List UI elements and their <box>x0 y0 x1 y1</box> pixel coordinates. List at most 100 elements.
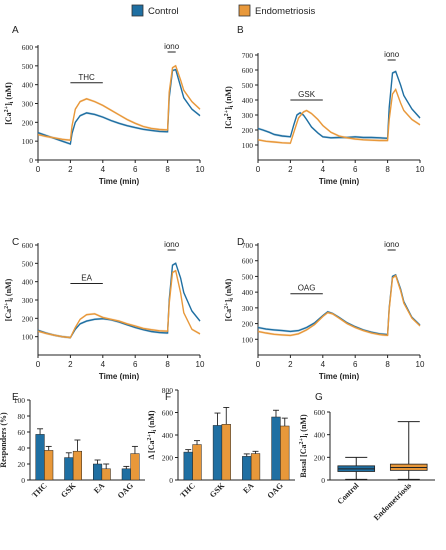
y-tick-label: 20 <box>18 460 26 469</box>
x-tick-label: 8 <box>165 165 170 174</box>
series-error-band-control <box>38 68 200 146</box>
x-tick-label: 2 <box>288 360 293 369</box>
series-line-endometriosis <box>257 88 421 144</box>
x-tick-label: OAG <box>266 481 285 500</box>
series-line-control <box>257 273 421 336</box>
y-axis-label: [Ca2+]i (nM) <box>4 82 15 125</box>
bar-endometriosis <box>101 468 111 481</box>
y-tick-label: 100 <box>22 333 34 342</box>
bar-control <box>242 456 252 481</box>
legend-swatch-control <box>131 4 144 17</box>
legend-label-control: Control <box>148 6 179 17</box>
y-tick-label: 0 <box>29 156 33 165</box>
x-tick-label: 10 <box>196 165 205 174</box>
x-tick-label: 6 <box>133 165 138 174</box>
bar-control <box>121 468 131 481</box>
y-tick-label: 500 <box>22 259 34 268</box>
series-line-control <box>37 68 201 145</box>
y-tick-label: 400 <box>162 431 174 440</box>
y-tick-label: 200 <box>314 453 326 462</box>
bar-endometriosis <box>221 424 231 481</box>
series-line-endometriosis <box>37 269 201 339</box>
bar-control <box>271 416 281 481</box>
series-line-endometriosis <box>37 64 201 141</box>
legend: Control Endometriosis <box>131 4 315 17</box>
chart-panel-f: F 0 200 400 600 800 Δ [Ca2+]i (nM) THC GSK EA OAG <box>147 386 295 500</box>
x-tick-label: Control <box>336 481 362 507</box>
iono-label: iono <box>384 50 400 59</box>
x-tick-label: Endometriosis <box>372 481 413 522</box>
y-tick-label: 60 <box>18 428 26 437</box>
x-tick-label: 8 <box>385 360 390 369</box>
x-tick-label: 0 <box>256 360 261 369</box>
x-tick-label: 2 <box>68 165 73 174</box>
bar-control <box>35 434 45 481</box>
panel-letter: F <box>165 392 171 403</box>
y-tick-label: 500 <box>242 81 254 90</box>
y-tick-label: 300 <box>22 100 34 109</box>
x-tick-label: 4 <box>321 360 326 369</box>
legend-swatch-endometriosis <box>238 4 251 17</box>
panel-letter: B <box>237 25 244 36</box>
y-tick-label: 100 <box>242 335 254 344</box>
x-tick-label: GSK <box>59 481 78 500</box>
bar-endometriosis <box>280 425 290 481</box>
x-tick-label: 4 <box>321 165 326 174</box>
x-tick-label: 2 <box>68 360 73 369</box>
y-tick-label: 100 <box>242 141 254 150</box>
y-tick-label: 400 <box>22 278 34 287</box>
x-tick-label: 8 <box>385 165 390 174</box>
x-tick-label: EA <box>241 481 255 495</box>
y-axis-label: [Ca2+]i (nM) <box>224 278 235 321</box>
y-tick-label: 600 <box>22 43 34 52</box>
bar-control <box>93 463 103 481</box>
y-tick-label: 600 <box>242 66 254 75</box>
iono-label: iono <box>384 240 400 249</box>
series-error-band-endometriosis <box>38 64 200 142</box>
y-tick-label: 200 <box>22 314 34 323</box>
y-axis-label: Basal [Ca2+]i (nM) <box>299 414 310 478</box>
x-tick-label: 0 <box>256 165 261 174</box>
bar-endometriosis <box>72 450 82 481</box>
y-tick-label: 300 <box>22 296 34 305</box>
x-tick-label: 4 <box>101 360 106 369</box>
y-tick-label: 600 <box>314 408 326 417</box>
stimulus-label: GSK <box>298 90 316 99</box>
chart-panel-e: E 0 20 40 60 80 100 Responders (%) THC GSK EA OAG <box>0 392 145 500</box>
panel-letter: C <box>12 237 19 248</box>
y-tick-label: 400 <box>242 288 254 297</box>
x-tick-label: EA <box>92 481 106 495</box>
bar-endometriosis <box>130 453 140 481</box>
x-tick-label: 0 <box>36 165 41 174</box>
series-line-control <box>257 70 421 140</box>
x-axis-label: Time (min) <box>319 372 360 381</box>
x-tick-label: THC <box>178 481 197 500</box>
y-tick-label: 100 <box>14 396 26 405</box>
y-axis-label: Responders (%) <box>0 412 8 468</box>
y-tick-label: 500 <box>22 62 34 71</box>
y-axis-label: [Ca2+]i (nM) <box>4 278 15 321</box>
series-error-band-control <box>258 70 420 140</box>
x-axis-label: Time (min) <box>319 177 360 186</box>
y-tick-label: 300 <box>242 111 254 120</box>
y-tick-label: 400 <box>242 96 254 105</box>
y-tick-label: 400 <box>22 81 34 90</box>
bar-endometriosis <box>250 453 261 481</box>
y-tick-label: 200 <box>242 126 254 135</box>
bar-control <box>183 451 193 481</box>
bar-endometriosis <box>44 450 54 481</box>
stimulus-label: OAG <box>298 284 316 293</box>
y-tick-label: 0 <box>169 476 173 485</box>
series-line-control <box>37 262 201 339</box>
x-tick-label: 2 <box>288 165 293 174</box>
y-axis-label: [Ca2+]i (nM) <box>224 86 235 129</box>
y-tick-label: 600 <box>242 257 254 266</box>
iono-label: iono <box>164 240 180 249</box>
y-tick-label: 200 <box>242 320 254 329</box>
chart-panel-d: D 0 2 4 6 8 10 100 200 300 400 500 600 700 Time (min) [… <box>224 237 425 381</box>
y-tick-label: 0 <box>321 476 325 485</box>
y-tick-label: 100 <box>22 137 34 146</box>
x-tick-label: 10 <box>196 360 205 369</box>
x-axis-label: Time (min) <box>99 177 140 186</box>
